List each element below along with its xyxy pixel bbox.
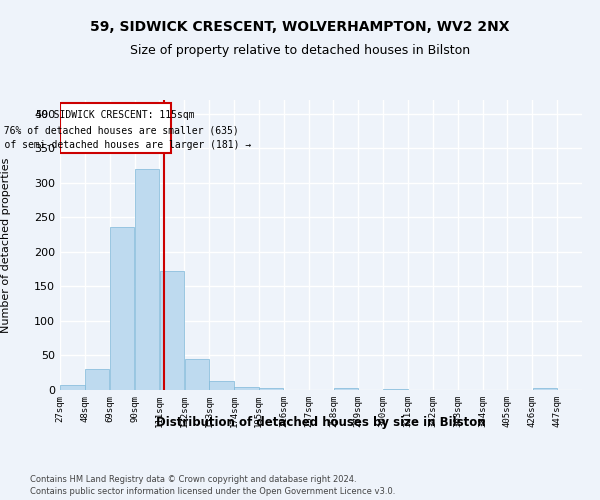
Bar (85, 370, 109, 390)
Bar (185, 359, 209, 390)
Bar (110, 227, 134, 390)
Bar (334, 388, 358, 390)
Bar (60, 104, 171, 153)
Bar (209, 381, 234, 390)
Bar (60, 385, 85, 390)
Text: 59 SIDWICK CRESCENT: 115sqm: 59 SIDWICK CRESCENT: 115sqm (37, 110, 195, 120)
Text: Size of property relative to detached houses in Bilston: Size of property relative to detached ho… (130, 44, 470, 57)
Text: Contains HM Land Registry data © Crown copyright and database right 2024.: Contains HM Land Registry data © Crown c… (30, 475, 356, 484)
Text: 22% of semi-detached houses are larger (181) →: 22% of semi-detached houses are larger (… (0, 140, 251, 150)
Bar (533, 388, 557, 390)
Bar (234, 387, 259, 390)
Bar (259, 388, 283, 390)
Text: Contains public sector information licensed under the Open Government Licence v3: Contains public sector information licen… (30, 488, 395, 496)
Text: 59, SIDWICK CRESCENT, WOLVERHAMPTON, WV2 2NX: 59, SIDWICK CRESCENT, WOLVERHAMPTON, WV2… (90, 20, 510, 34)
Text: ← 76% of detached houses are smaller (635): ← 76% of detached houses are smaller (63… (0, 126, 239, 136)
Bar (135, 169, 159, 390)
Text: Number of detached properties: Number of detached properties (1, 158, 11, 332)
Bar (160, 270, 184, 390)
Text: Distribution of detached houses by size in Bilston: Distribution of detached houses by size … (156, 416, 486, 429)
